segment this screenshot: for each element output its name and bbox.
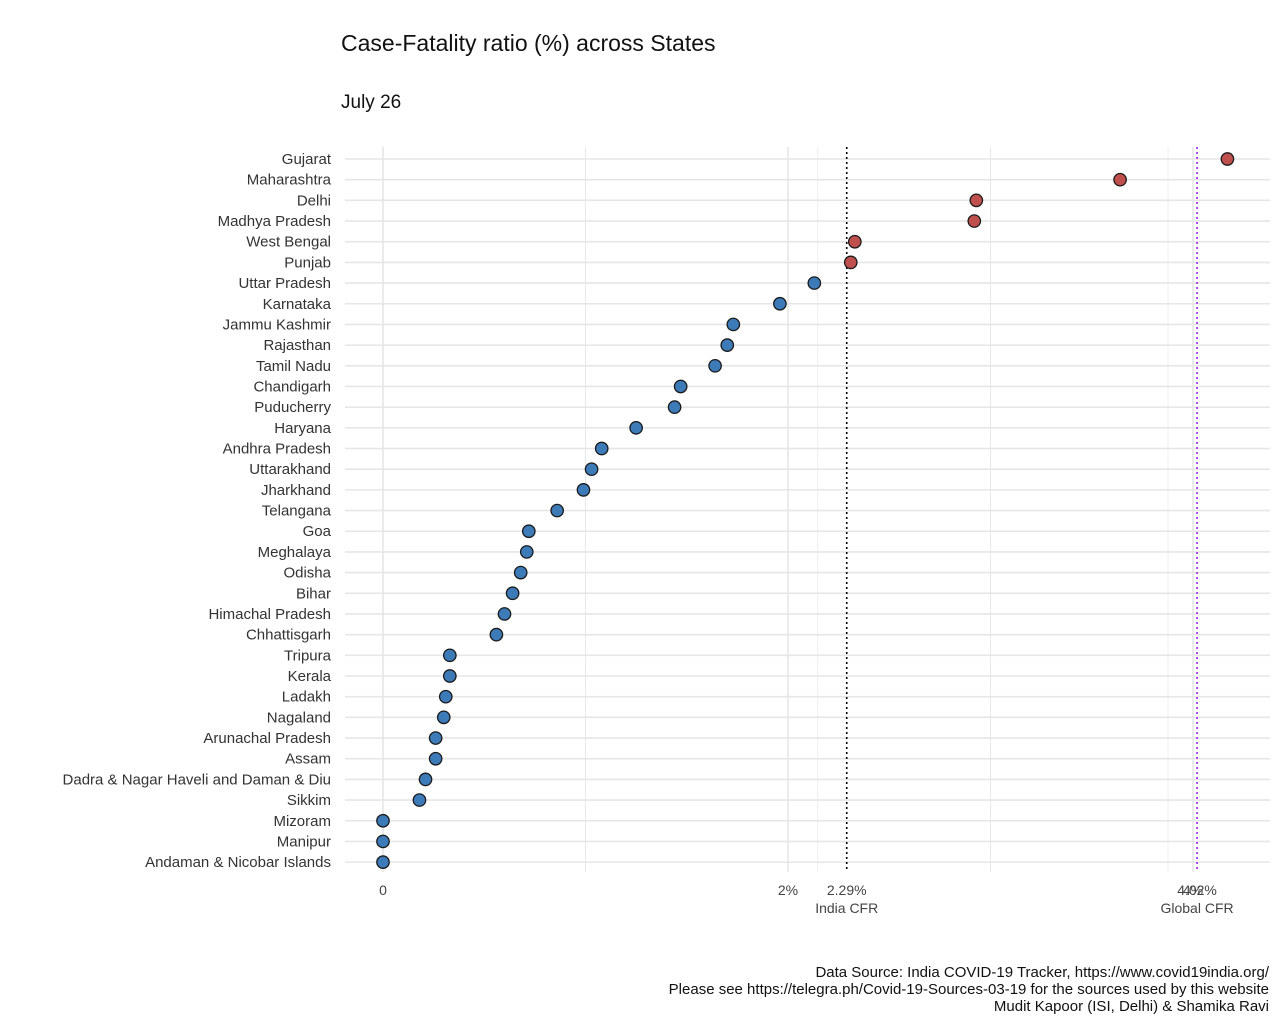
y-tick-label: Ladakh: [282, 689, 331, 706]
caption-sources-note: Please see https://telegra.ph/Covid-19-S…: [668, 981, 1269, 998]
y-tick-label: Manipur: [277, 833, 331, 850]
x-tick-label: 2.29%: [827, 882, 867, 898]
chart-subtitle: July 26: [341, 92, 402, 113]
x-tick-label: 4.02%: [1177, 882, 1217, 898]
y-tick-label: Tamil Nadu: [256, 358, 331, 375]
grid-lines: [345, 147, 1270, 872]
caption: Data Source: India COVID-19 Tracker, htt…: [669, 964, 1269, 1015]
data-point: [667, 400, 682, 415]
data-point: [505, 586, 520, 601]
x-tick-label: 4%: [1183, 882, 1203, 898]
y-tick-label: Jharkhand: [261, 482, 331, 499]
reference-lines: [845, 147, 1198, 872]
y-tick-label: Tripura: [284, 647, 332, 664]
data-point: [1220, 152, 1235, 166]
y-tick-label: Uttar Pradesh: [238, 275, 331, 292]
y-tick-label: Jammu Kashmir: [223, 316, 331, 333]
y-tick-label: Meghalaya: [258, 544, 332, 561]
data-point: [773, 296, 787, 311]
data-point: [807, 276, 822, 290]
data-point: [1113, 172, 1127, 187]
x-axis-ticks: 0 2% 2.29% 4%4.02% India CFR Global CFR: [379, 882, 1234, 916]
data-point: [584, 462, 599, 477]
y-tick-label: Telangana: [262, 503, 332, 520]
y-tick-label: Odisha: [283, 565, 331, 582]
data-point: [376, 834, 390, 849]
chart-title: Case-Fatality ratio (%) across States: [341, 30, 716, 56]
y-tick-label: West Bengal: [246, 234, 331, 251]
data-point: [843, 255, 858, 270]
y-tick-label: Puducherry: [254, 399, 331, 416]
data-point: [726, 317, 741, 332]
data-point: [629, 420, 643, 435]
reference-line-label: Global CFR: [1160, 900, 1233, 916]
data-point: [438, 689, 453, 704]
y-tick-label: Mizoram: [273, 813, 331, 830]
y-tick-label: Chhattisgarh: [246, 627, 331, 644]
data-point: [442, 669, 457, 683]
y-tick-label: Maharashtra: [247, 172, 332, 189]
y-tick-label: Bihar: [296, 585, 331, 602]
y-tick-label: Madhya Pradesh: [218, 213, 331, 230]
y-tick-label: Assam: [285, 751, 331, 768]
data-point: [513, 565, 528, 580]
x-tick-label: 2%: [778, 882, 798, 898]
x-tick-label: 0: [379, 882, 387, 898]
data-point: [412, 793, 427, 807]
y-tick-label: Sikkim: [287, 792, 331, 809]
y-tick-label: Uttarakhand: [249, 461, 331, 478]
y-tick-label: Dadra & Nagar Haveli and Daman & Diu: [63, 771, 331, 788]
data-point: [428, 751, 443, 766]
data-point: [418, 772, 433, 787]
y-tick-label: Chandigarh: [253, 378, 331, 395]
caption-data-source: Data Source: India COVID-19 Tracker, htt…: [815, 964, 1269, 981]
y-tick-label: Andaman & Nicobar Islands: [145, 854, 331, 871]
data-points: [376, 152, 1235, 869]
y-tick-label: Andhra Pradesh: [223, 441, 331, 458]
data-point: [376, 813, 390, 828]
data-point: [442, 648, 457, 663]
data-point: [673, 379, 688, 394]
y-tick-label: Arunachal Pradesh: [203, 730, 331, 747]
data-point: [969, 193, 984, 208]
data-point: [376, 855, 390, 869]
y-tick-label: Karnataka: [263, 296, 332, 313]
y-tick-label: Delhi: [297, 192, 331, 209]
data-point: [708, 358, 722, 373]
caption-authors: Mudit Kapoor (ISI, Delhi) & Shamika Ravi: [993, 998, 1269, 1015]
data-point: [550, 503, 565, 518]
data-point: [519, 545, 534, 559]
y-axis-labels: Gujarat Maharashtra Delhi Madhya Pradesh Wes…: [63, 151, 332, 871]
y-tick-label: Gujarat: [282, 151, 332, 168]
y-tick-label: Rajasthan: [263, 337, 331, 354]
data-point: [489, 627, 504, 642]
y-tick-label: Himachal Pradesh: [208, 606, 331, 623]
y-tick-label: Goa: [303, 523, 332, 540]
data-point: [720, 338, 735, 352]
y-tick-label: Nagaland: [267, 709, 331, 726]
data-point: [497, 607, 512, 621]
y-tick-label: Haryana: [274, 420, 331, 437]
data-point: [576, 483, 591, 497]
data-point: [436, 710, 451, 725]
data-point: [847, 234, 862, 249]
data-point: [594, 441, 609, 456]
reference-line-label: India CFR: [815, 900, 878, 916]
y-tick-label: Kerala: [288, 668, 332, 685]
data-point: [967, 214, 982, 228]
data-point: [428, 731, 443, 745]
data-point: [521, 524, 536, 539]
y-tick-label: Punjab: [284, 254, 331, 271]
